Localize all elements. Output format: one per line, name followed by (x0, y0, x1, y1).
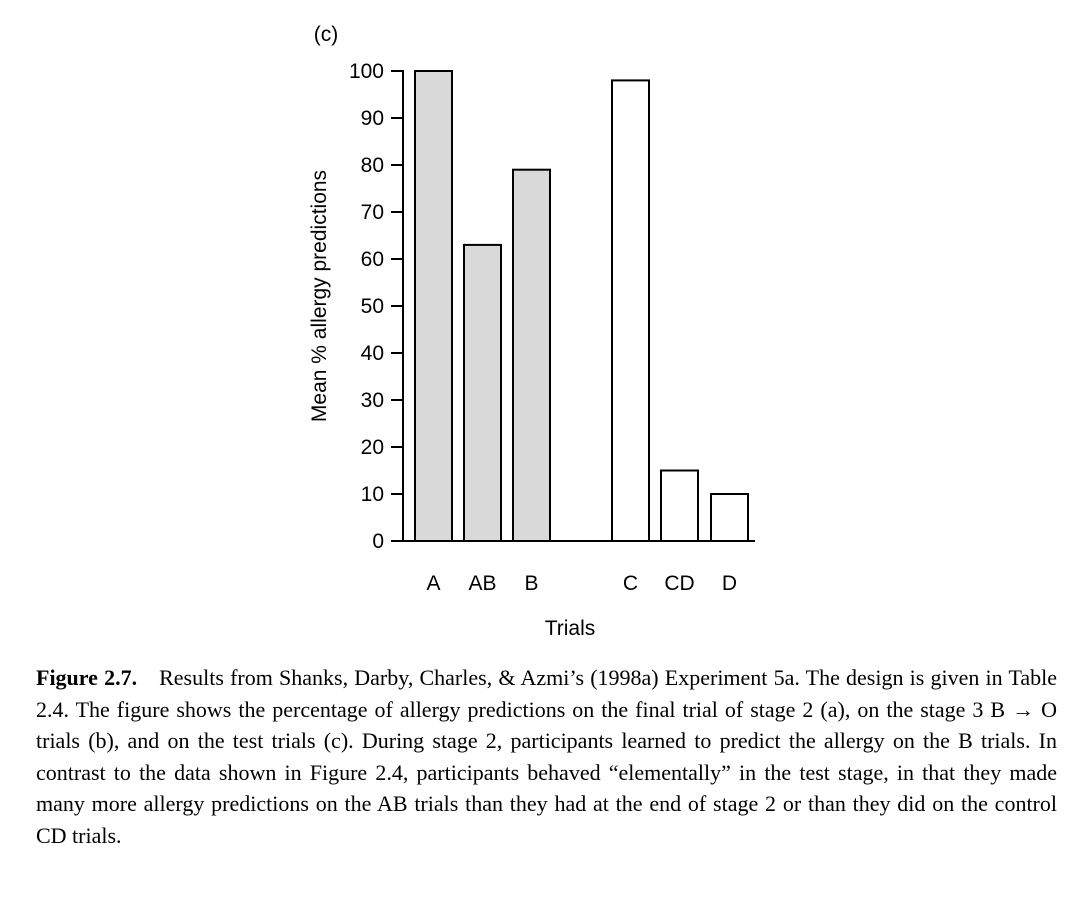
bar-b (512, 168, 551, 542)
figure-caption: Figure 2.7. Results from Shanks, Darby, C… (36, 662, 1057, 851)
x-tick-label-c: C (623, 572, 638, 595)
x-tick-label-b: B (524, 572, 538, 595)
bar-chart: (c) 0 10 20 30 40 50 60 70 80 90 100 A AB B C CD D Tria… (308, 23, 755, 640)
y-tick-label: 80 (361, 154, 384, 177)
bar-c (611, 79, 650, 543)
x-axis-title: Trials (545, 617, 596, 640)
x-tick-label-cd: CD (664, 572, 694, 595)
figure-caption-text: Results from Shanks, Darby, Charles, & A… (36, 665, 1057, 848)
bar-cd (660, 469, 699, 542)
y-tick-label: 90 (361, 107, 384, 130)
y-tick-label: 40 (361, 342, 384, 365)
panel-label: (c) (314, 23, 339, 46)
y-tick-label: 10 (361, 483, 384, 506)
y-tick-label: 70 (361, 201, 384, 224)
bar-ab (463, 243, 502, 542)
y-axis-title: Mean % allergy predictions (308, 170, 331, 422)
bar-a (414, 70, 453, 542)
y-tick-label: 0 (372, 530, 384, 553)
x-tick-label-a: A (426, 572, 440, 595)
y-tick-label: 50 (361, 295, 384, 318)
x-tick-label-ab: AB (468, 572, 496, 595)
bar-d (710, 493, 749, 542)
figure-caption-label: Figure 2.7. (36, 665, 138, 690)
y-tick-label: 30 (361, 389, 384, 412)
y-tick-label: 60 (361, 248, 384, 271)
y-tick-label: 100 (349, 60, 384, 83)
bars (414, 70, 749, 543)
y-tick-label: 20 (361, 436, 384, 459)
x-tick-label-d: D (722, 572, 737, 595)
y-axis: 0 10 20 30 40 50 60 70 80 90 100 (349, 60, 404, 553)
x-tick-labels: A AB B C CD D (426, 572, 737, 595)
